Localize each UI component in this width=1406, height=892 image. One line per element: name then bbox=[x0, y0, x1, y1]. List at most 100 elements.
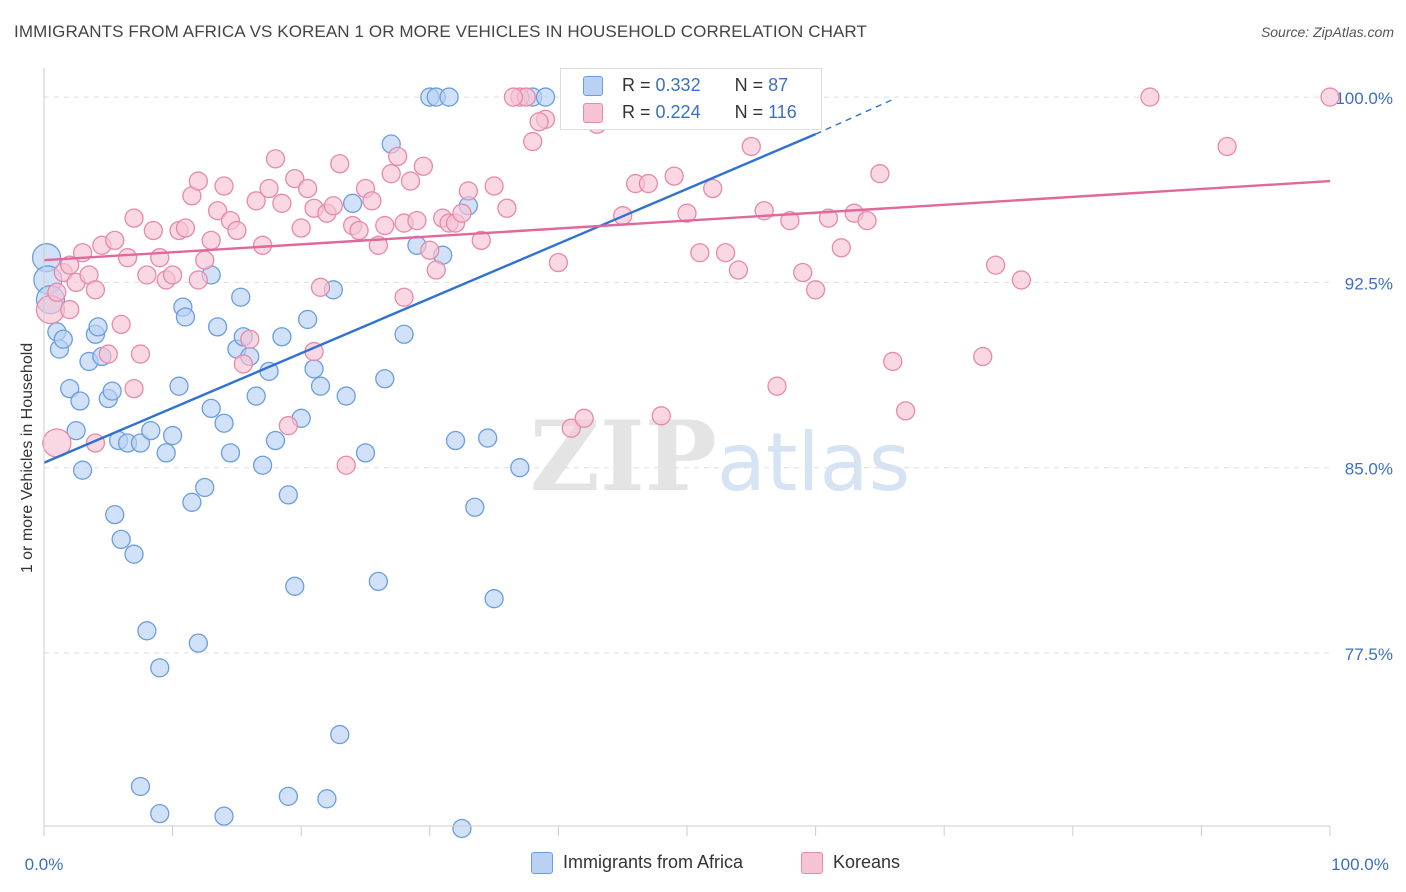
legend-swatch-africa bbox=[531, 852, 553, 875]
legend-swatch-koreans bbox=[583, 103, 603, 124]
point-koreans bbox=[677, 203, 697, 223]
legend-item-africa: Immigrants from Africa bbox=[531, 852, 744, 875]
point-koreans bbox=[60, 299, 80, 320]
gridlines: 100.0% 92.5% 85.0% 77.5% bbox=[44, 89, 1393, 664]
point-koreans bbox=[715, 243, 736, 263]
point-koreans bbox=[214, 176, 234, 196]
point-africa bbox=[342, 193, 363, 213]
point-africa bbox=[265, 430, 286, 451]
point-africa bbox=[124, 544, 144, 564]
point-africa bbox=[394, 324, 414, 344]
y-tick-label: 100.0% bbox=[1335, 89, 1393, 108]
point-koreans bbox=[150, 248, 170, 268]
trend-line-africa-extension bbox=[815, 98, 894, 135]
chart-title: IMMIGRANTS FROM AFRICA VS KOREAN 1 OR MO… bbox=[14, 22, 867, 41]
trend-lines bbox=[43, 98, 1331, 464]
point-koreans bbox=[400, 171, 421, 191]
point-koreans bbox=[484, 176, 504, 196]
point-africa bbox=[231, 287, 251, 307]
stats-legend: R = 0.332 N = 87 R = 0.224 N = 116 bbox=[560, 68, 822, 130]
point-africa bbox=[137, 621, 157, 641]
point-africa bbox=[272, 327, 292, 347]
legend-n-label: N = bbox=[734, 102, 769, 122]
point-koreans bbox=[741, 136, 761, 157]
point-koreans bbox=[523, 131, 543, 152]
x-tick-label: 100.0% bbox=[1331, 855, 1389, 874]
point-koreans bbox=[137, 265, 157, 285]
point-africa bbox=[375, 369, 395, 389]
point-africa bbox=[484, 589, 504, 609]
point-koreans bbox=[793, 262, 813, 283]
point-koreans bbox=[98, 344, 118, 364]
point-africa bbox=[207, 317, 228, 337]
legend-label-africa: Immigrants from Africa bbox=[563, 852, 744, 872]
point-koreans bbox=[233, 354, 253, 374]
point-koreans bbox=[1320, 87, 1340, 107]
point-koreans bbox=[143, 220, 163, 241]
point-africa bbox=[169, 376, 189, 396]
trend-line-africa bbox=[43, 133, 817, 464]
point-koreans bbox=[297, 178, 318, 199]
point-koreans bbox=[574, 408, 594, 428]
point-koreans bbox=[60, 255, 80, 275]
point-koreans bbox=[130, 344, 151, 364]
watermark-zip: ZIP bbox=[530, 400, 717, 513]
point-koreans bbox=[336, 455, 356, 475]
point-koreans bbox=[201, 230, 221, 251]
point-africa bbox=[304, 359, 324, 379]
point-koreans bbox=[310, 277, 331, 297]
point-koreans bbox=[883, 351, 903, 372]
point-koreans bbox=[548, 252, 569, 273]
legend-n-value: 116 bbox=[768, 102, 797, 122]
point-africa bbox=[535, 87, 556, 107]
legend-n-value: 87 bbox=[768, 75, 789, 95]
point-africa bbox=[102, 381, 122, 401]
watermark: ZIPatlas bbox=[530, 400, 911, 513]
point-africa bbox=[195, 477, 215, 498]
point-africa bbox=[53, 329, 73, 349]
point-koreans bbox=[452, 203, 472, 223]
legend-row-koreans: R = 0.224 N = 116 bbox=[583, 102, 797, 126]
point-koreans bbox=[207, 201, 228, 221]
legend-row-africa: R = 0.332 N = 87 bbox=[583, 75, 788, 99]
point-africa bbox=[150, 658, 170, 678]
point-koreans bbox=[503, 87, 524, 107]
point-koreans bbox=[973, 346, 993, 367]
point-koreans bbox=[497, 198, 517, 218]
point-africa bbox=[130, 776, 151, 797]
point-koreans bbox=[124, 378, 144, 399]
point-africa bbox=[478, 428, 498, 448]
point-africa bbox=[156, 443, 176, 463]
point-africa bbox=[246, 386, 266, 406]
point-africa bbox=[214, 413, 234, 433]
point-africa bbox=[330, 724, 350, 745]
point-koreans bbox=[188, 171, 208, 191]
point-africa bbox=[141, 420, 161, 441]
point-africa bbox=[317, 789, 337, 809]
point-koreans bbox=[458, 181, 479, 201]
point-koreans bbox=[805, 280, 826, 300]
point-africa bbox=[220, 443, 241, 463]
point-africa bbox=[201, 398, 221, 419]
y-tick-label: 92.5% bbox=[1345, 274, 1393, 293]
point-africa bbox=[111, 529, 131, 550]
point-africa bbox=[510, 458, 530, 478]
point-koreans bbox=[272, 193, 292, 213]
point-africa bbox=[162, 425, 183, 446]
point-koreans bbox=[387, 146, 408, 167]
watermark-text: ZIPatlas bbox=[530, 400, 911, 513]
point-koreans bbox=[780, 210, 800, 231]
point-koreans bbox=[690, 243, 710, 263]
bottom-legend: Immigrants from Africa Koreans bbox=[0, 852, 1406, 878]
legend-r-value: 0.332 bbox=[655, 75, 701, 95]
point-koreans bbox=[985, 255, 1006, 275]
point-africa bbox=[182, 492, 202, 512]
point-koreans bbox=[246, 191, 266, 211]
point-koreans bbox=[375, 215, 395, 236]
point-koreans bbox=[227, 220, 247, 241]
point-koreans bbox=[381, 164, 401, 184]
point-africa bbox=[465, 497, 485, 517]
point-koreans bbox=[728, 260, 749, 280]
point-africa bbox=[439, 87, 459, 107]
